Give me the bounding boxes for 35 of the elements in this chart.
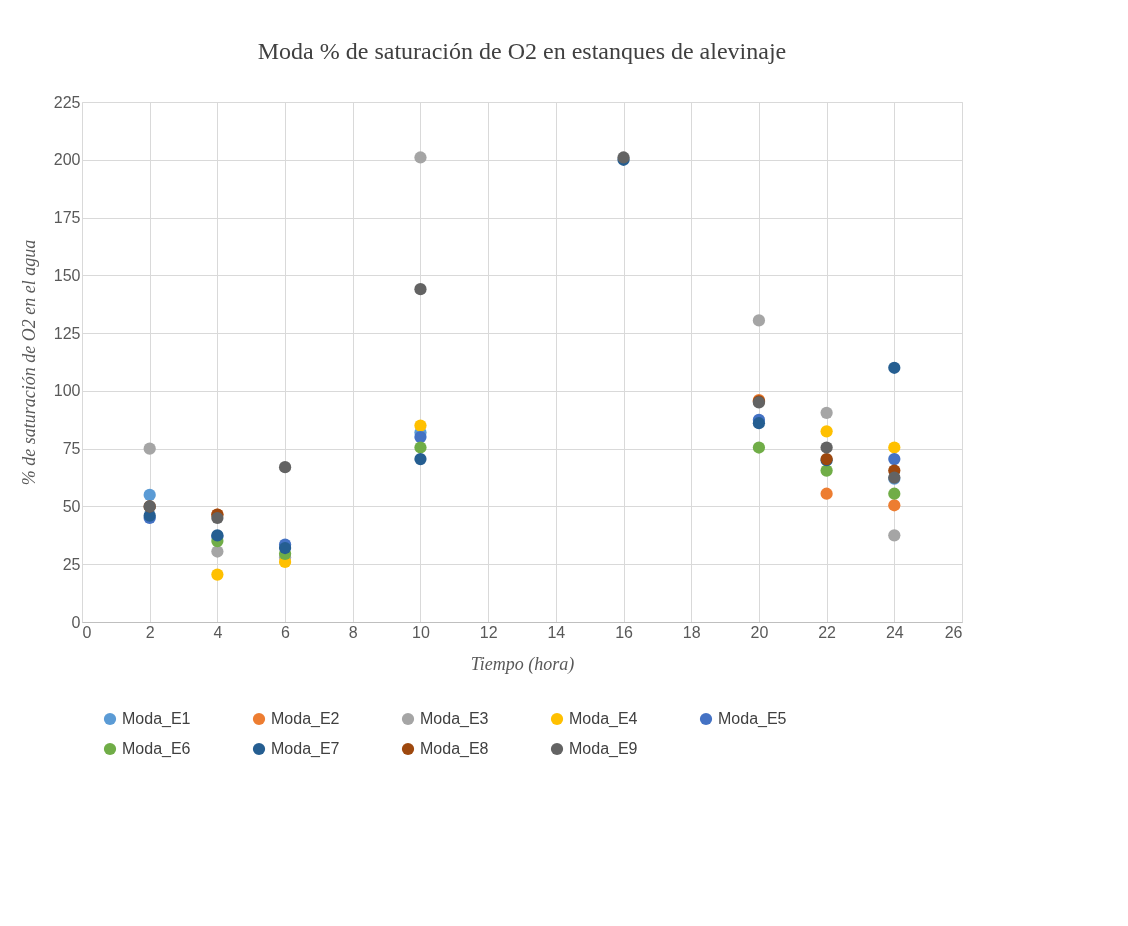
x-tick-label: 12: [479, 623, 498, 641]
x-tick-label: 14: [547, 623, 566, 641]
y-tick-label: 50: [62, 497, 81, 515]
legend-label: Moda_E8: [420, 740, 489, 758]
x-tick-label: 20: [750, 623, 769, 641]
x-axis-title: Tiempo (hora): [470, 653, 575, 675]
y-tick-label: 100: [53, 382, 81, 400]
y-tick-label: 200: [53, 151, 81, 169]
x-tick-label: 24: [885, 623, 904, 641]
x-tick-label: 4: [213, 623, 223, 641]
y-tick-label: 25: [62, 555, 81, 573]
legend-label: Moda_E5: [718, 710, 787, 728]
y-tick-label: 150: [53, 266, 81, 284]
x-tick-label: 8: [348, 623, 358, 641]
legend-label: Moda_E2: [271, 710, 340, 728]
x-tick-label: 6: [281, 623, 291, 641]
legend-label: Moda_E9: [569, 740, 638, 758]
y-tick-label: 75: [62, 440, 81, 458]
x-tick-label: 0: [82, 623, 92, 641]
chart-title: Moda % de saturación de O2 en estanques de alevinaje: [257, 38, 787, 64]
x-tick-label: 2: [145, 623, 155, 641]
x-tick-label: 18: [682, 623, 701, 641]
y-tick-label: 225: [53, 93, 81, 111]
legend-label: Moda_E4: [569, 710, 638, 728]
legend-label: Moda_E3: [420, 710, 489, 728]
y-axis-title: % de saturación de O2 en el agua: [18, 239, 39, 486]
legend-label: Moda_E1: [122, 710, 191, 728]
y-tick-label: 125: [53, 324, 81, 342]
x-tick-label: 16: [615, 623, 634, 641]
legend-label: Moda_E7: [271, 740, 340, 758]
x-tick-label: 26: [944, 623, 963, 641]
x-tick-label: 22: [818, 623, 837, 641]
legend-label: Moda_E6: [122, 740, 191, 758]
x-tick-label: 10: [412, 623, 430, 641]
y-tick-label: 175: [53, 209, 81, 227]
